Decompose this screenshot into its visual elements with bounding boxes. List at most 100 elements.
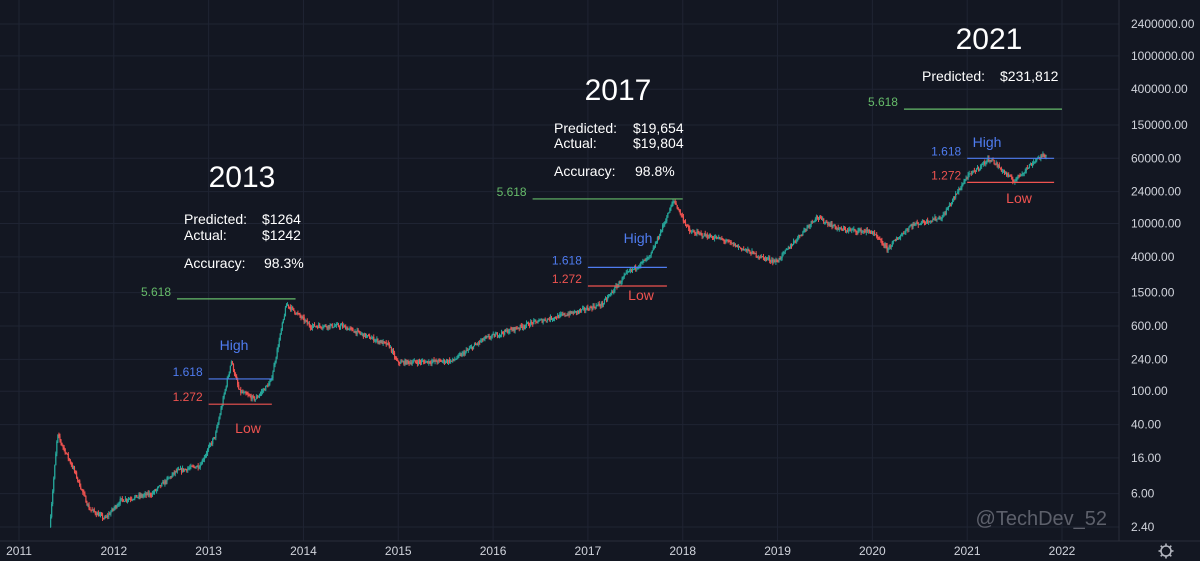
candle-body bbox=[540, 319, 542, 321]
candle-body bbox=[729, 241, 731, 243]
candle-body bbox=[470, 346, 473, 348]
candle-body bbox=[626, 271, 628, 273]
candle-body bbox=[561, 314, 563, 316]
candle-body bbox=[196, 465, 198, 468]
candle-body bbox=[889, 245, 891, 248]
candle-body bbox=[789, 245, 792, 249]
candle-body bbox=[306, 320, 308, 324]
candle-body bbox=[800, 234, 802, 237]
candle-body bbox=[716, 236, 718, 239]
candle-body bbox=[843, 228, 846, 230]
y-tick-label: 2.40 bbox=[1131, 520, 1155, 534]
candle-body bbox=[864, 231, 866, 233]
candle-body bbox=[651, 250, 653, 254]
candle-body bbox=[329, 325, 331, 328]
candle-body bbox=[862, 230, 864, 232]
candle-body bbox=[485, 337, 487, 339]
candle-body bbox=[119, 499, 121, 504]
candle-body bbox=[99, 514, 102, 516]
candle-body bbox=[492, 334, 494, 336]
candle-body bbox=[72, 467, 75, 469]
candle-body bbox=[849, 229, 851, 231]
candle-body bbox=[940, 218, 942, 220]
candle-body bbox=[684, 221, 687, 225]
candle-body bbox=[208, 444, 211, 448]
candle-body bbox=[122, 499, 124, 502]
candle-body bbox=[641, 261, 643, 263]
candle-body bbox=[257, 396, 260, 398]
candle-body bbox=[619, 281, 621, 284]
candle-body bbox=[321, 327, 323, 329]
candle-body bbox=[403, 361, 405, 365]
candle-body bbox=[361, 333, 363, 335]
candle-body bbox=[313, 324, 316, 327]
candle-body bbox=[998, 165, 1000, 168]
candle-body bbox=[943, 213, 945, 215]
candle-body bbox=[728, 240, 730, 242]
candle-body bbox=[804, 229, 806, 231]
candle-body bbox=[496, 333, 499, 337]
candle-body bbox=[260, 391, 263, 394]
candle-body bbox=[879, 238, 881, 240]
candle-body bbox=[56, 441, 58, 454]
candle-body bbox=[355, 331, 357, 334]
time-axis[interactable]: 2011 2012 2013 2014 2015 2016 2017 2018 2019 2020… bbox=[6, 544, 1076, 558]
candle-body bbox=[655, 242, 658, 244]
settings-button[interactable] bbox=[1158, 543, 1174, 559]
candle-body bbox=[518, 328, 520, 330]
candle-body bbox=[709, 234, 712, 237]
candle-body bbox=[827, 222, 829, 226]
candle-body bbox=[141, 494, 143, 497]
candle-body bbox=[588, 309, 590, 311]
y-tick-label: 1000000.00 bbox=[1131, 49, 1195, 63]
candle-body bbox=[282, 319, 284, 323]
candle-body bbox=[836, 227, 838, 230]
candle-body bbox=[801, 234, 803, 236]
candle-body bbox=[1043, 154, 1045, 156]
candle-body bbox=[871, 232, 874, 234]
candle-body bbox=[904, 233, 906, 235]
candle-body bbox=[898, 237, 901, 239]
candle-body bbox=[733, 243, 735, 246]
candle-body bbox=[412, 361, 414, 363]
candle-body bbox=[91, 509, 93, 511]
candle-body bbox=[792, 241, 795, 245]
candle-body bbox=[702, 236, 704, 238]
candle-body bbox=[402, 361, 404, 363]
candle-body bbox=[302, 316, 304, 318]
candle-body bbox=[821, 217, 823, 220]
candle-body bbox=[775, 260, 777, 263]
candle-body bbox=[524, 325, 527, 328]
candle-body bbox=[604, 298, 607, 300]
candle-body bbox=[563, 313, 565, 315]
candle-body bbox=[576, 310, 579, 313]
candle-body bbox=[85, 496, 87, 503]
candle-body bbox=[606, 297, 609, 300]
candle-body bbox=[121, 498, 123, 500]
candle-body bbox=[957, 191, 959, 194]
candle-body bbox=[920, 223, 922, 225]
candle-body bbox=[815, 216, 818, 219]
candle-body bbox=[344, 325, 346, 327]
candle-body bbox=[435, 359, 437, 362]
candle-body bbox=[261, 391, 264, 393]
candle-body bbox=[992, 159, 994, 161]
candle-body bbox=[109, 513, 111, 515]
candle-body bbox=[560, 314, 562, 316]
high-label: High bbox=[220, 337, 249, 353]
candle-body bbox=[532, 322, 534, 325]
candle-body bbox=[797, 237, 799, 241]
candle-body bbox=[763, 257, 766, 260]
candle-body bbox=[671, 203, 673, 207]
candle-body bbox=[439, 360, 441, 362]
candle-body bbox=[128, 498, 131, 500]
price-axis[interactable]: 2400000.00 1000000.00 400000.00 150000.00 60… bbox=[1131, 17, 1195, 534]
candle-body bbox=[551, 319, 554, 321]
candle-body bbox=[549, 316, 552, 321]
candle-body bbox=[851, 229, 853, 231]
candle-body bbox=[134, 496, 136, 499]
candle-body bbox=[124, 498, 127, 502]
candle-body bbox=[423, 360, 425, 362]
candle-body bbox=[211, 443, 213, 445]
